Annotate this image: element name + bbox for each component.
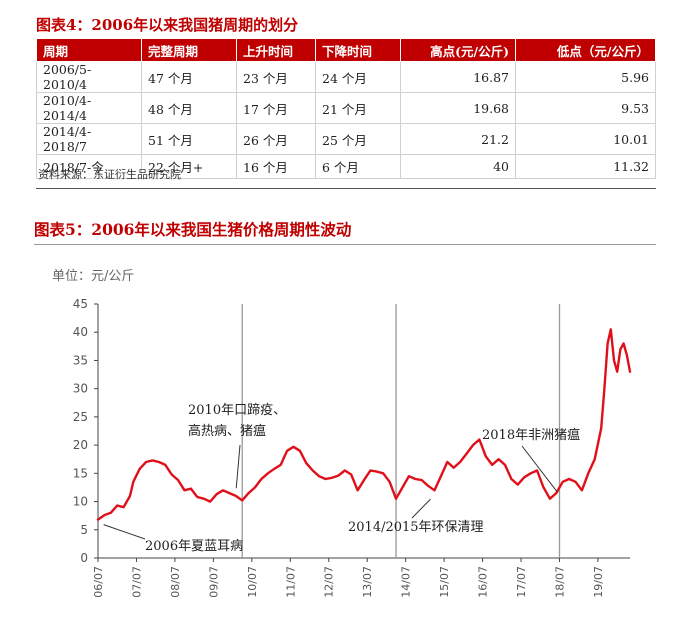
chart-title: 图表5：2006年以来我国生猪价格周期性波动 <box>34 220 352 239</box>
x-tick-label: 19/07 <box>592 566 605 598</box>
annotation-text: 高热病、猪瘟 <box>188 423 266 439</box>
cell-full-cycle: 48 个月 <box>141 92 237 124</box>
header-low: 低点（元/公斤） <box>515 38 656 62</box>
cell-fall-time: 24 个月 <box>315 61 401 93</box>
cell-full-cycle: 47 个月 <box>141 61 237 93</box>
chart-title-rule <box>34 244 656 245</box>
annotation-leader-line <box>103 524 146 540</box>
cell-high: 40 <box>400 154 516 179</box>
x-tick-label: 15/07 <box>438 566 451 598</box>
x-tick-label: 07/07 <box>130 566 143 598</box>
table-row: 2014/4-2018/7 51 个月 26 个月 25 个月 21.2 10.… <box>36 123 656 155</box>
y-tick-label: 45 <box>73 297 88 311</box>
annotation-leader-line <box>521 445 558 493</box>
table-row: 2010/4-2014/4 48 个月 17 个月 21 个月 19.68 9.… <box>36 92 656 124</box>
cell-cycle: 2014/4-2018/7 <box>36 123 142 155</box>
annotation-text: 2014/2015年环保清理 <box>348 520 484 535</box>
y-tick-label: 15 <box>73 466 88 480</box>
series-layer <box>96 328 632 521</box>
y-tick-label: 20 <box>73 438 88 452</box>
header-high: 高点(元/公斤) <box>400 38 516 62</box>
cell-low: 5.96 <box>515 61 656 93</box>
cell-rise-time: 26 个月 <box>236 123 316 155</box>
y-tick-label: 30 <box>73 382 88 396</box>
cell-full-cycle: 51 个月 <box>141 123 237 155</box>
x-tick-label: 12/07 <box>323 566 336 598</box>
unit-label: 单位：元/公斤 <box>52 269 134 284</box>
cell-high: 21.2 <box>400 123 516 155</box>
x-tick-label: 16/07 <box>477 566 490 598</box>
header-rise-time: 上升时间 <box>236 38 316 62</box>
cell-fall-time: 21 个月 <box>315 92 401 124</box>
header-cycle: 周期 <box>36 38 142 62</box>
price-chart: 单位：元/公斤 0 5 10 15 20 25 30 35 40 45 06/07 07/07 08/… <box>52 269 632 598</box>
table-row: 2018/7-今 22 个月+ 16 个月 6 个月 40 11.32 <box>36 154 656 179</box>
x-tick-label: 14/07 <box>400 566 413 598</box>
x-tick-label: 18/07 <box>553 566 566 598</box>
annotations: 2010年口蹄疫、高热病、猪瘟 2018年非洲猪瘟 2006年夏蓝耳病 2014/20… <box>103 402 580 554</box>
cell-high: 19.68 <box>400 92 516 124</box>
cell-cycle: 2018/7-今 <box>36 154 142 179</box>
x-tick-label: 13/07 <box>361 566 374 598</box>
header-fall-time: 下降时间 <box>315 38 401 62</box>
cell-cycle: 2010/4-2014/4 <box>36 92 142 124</box>
cell-rise-time: 17 个月 <box>236 92 316 124</box>
cell-cycle: 2006/5-2010/4 <box>36 61 142 93</box>
price-series-line <box>96 328 632 521</box>
x-tick-label: 10/07 <box>246 566 259 598</box>
table-row: 2006/5-2010/4 47 个月 23 个月 24 个月 16.87 5.… <box>36 61 656 93</box>
cell-low: 11.32 <box>515 154 656 179</box>
cell-fall-time: 6 个月 <box>315 154 401 179</box>
annotation-text: 2010年口蹄疫、 <box>188 402 286 418</box>
cell-low: 9.53 <box>515 92 656 124</box>
annotation-text: 2018年非洲猪瘟 <box>482 427 580 443</box>
cell-full-cycle: 22 个月+ <box>141 154 237 179</box>
table-header-row: 周期 完整周期 上升时间 下降时间 高点(元/公斤) 低点（元/公斤） <box>36 38 656 62</box>
y-tick-label: 0 <box>80 551 88 565</box>
cell-rise-time: 23 个月 <box>236 61 316 93</box>
y-tick-label: 35 <box>73 353 88 367</box>
y-tick-label: 5 <box>80 523 88 537</box>
x-tick-label: 11/07 <box>284 566 297 598</box>
annotation-leader-line <box>235 444 241 489</box>
cell-rise-time: 16 个月 <box>236 154 316 179</box>
cell-fall-time: 25 个月 <box>315 123 401 155</box>
y-tick-label: 40 <box>73 325 88 339</box>
x-tick-label: 17/07 <box>515 566 528 598</box>
header-full-cycle: 完整周期 <box>141 38 237 62</box>
y-axis: 0 5 10 15 20 25 30 35 40 45 <box>73 297 99 565</box>
table4-title: 图表4：2006年以来我国猪周期的划分 <box>36 16 299 34</box>
cell-high: 16.87 <box>400 61 516 93</box>
x-tick-label: 09/07 <box>207 566 220 598</box>
x-tick-label: 06/07 <box>92 566 105 598</box>
x-tick-label: 08/07 <box>169 566 182 598</box>
event-markers <box>241 304 561 558</box>
x-axis: 06/07 07/07 08/07 09/07 10/07 11/07 12/07 13/07… <box>92 557 630 598</box>
cell-low: 10.01 <box>515 123 656 155</box>
annotation-text: 2006年夏蓝耳病 <box>145 539 243 554</box>
table4-bottom-rule <box>36 188 656 189</box>
annotation-leader-line <box>411 498 431 519</box>
table4-source: 资料来源：东证衍生品研究院 <box>38 168 181 181</box>
pig-cycle-table: 周期 完整周期 上升时间 下降时间 高点(元/公斤) 低点（元/公斤） 2006… <box>36 38 656 179</box>
y-tick-label: 25 <box>73 410 88 424</box>
y-tick-label: 10 <box>73 495 88 509</box>
